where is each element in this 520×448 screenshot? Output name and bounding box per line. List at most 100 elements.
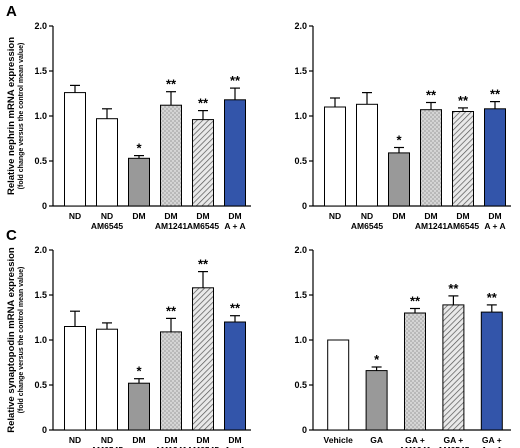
bar bbox=[64, 92, 86, 207]
bar bbox=[96, 118, 118, 207]
category-label: DM bbox=[132, 435, 145, 445]
panel-letter: C bbox=[6, 227, 17, 244]
significance-label: ** bbox=[166, 77, 177, 92]
bar bbox=[324, 106, 346, 207]
category-label: AM1241 bbox=[415, 221, 447, 231]
category-label: DM bbox=[228, 435, 241, 445]
y-tick-label: 2.0 bbox=[34, 21, 47, 31]
significance-label: ** bbox=[487, 290, 498, 305]
category-label: AM6545 bbox=[91, 221, 123, 231]
bar bbox=[96, 328, 118, 431]
category-label: ND bbox=[69, 211, 81, 221]
bar bbox=[420, 109, 442, 207]
category-label: DM bbox=[228, 211, 241, 221]
significance-label: ** bbox=[198, 257, 209, 272]
significance-label: ** bbox=[448, 281, 459, 296]
category-label: ND bbox=[101, 435, 113, 445]
bar bbox=[452, 111, 474, 207]
significance-label: * bbox=[396, 133, 402, 148]
bar bbox=[404, 312, 426, 431]
category-label: DM bbox=[456, 211, 469, 221]
bar bbox=[442, 304, 465, 431]
y-tick-label: 1.5 bbox=[294, 66, 307, 76]
bar bbox=[356, 103, 378, 207]
category-label: ND bbox=[361, 211, 373, 221]
y-tick-label: 1.0 bbox=[294, 111, 307, 121]
y-tick-label: 1.5 bbox=[294, 290, 307, 300]
significance-label: * bbox=[374, 352, 380, 367]
y-tick-label: 1.0 bbox=[294, 335, 307, 345]
category-label: DM bbox=[164, 211, 177, 221]
bar bbox=[388, 152, 410, 207]
category-label: A + A bbox=[224, 221, 245, 231]
bar bbox=[224, 321, 246, 431]
significance-label: ** bbox=[230, 73, 241, 88]
category-label: Vehicle bbox=[324, 435, 354, 445]
significance-label: * bbox=[136, 141, 142, 156]
y-tick-label: 2.0 bbox=[294, 245, 307, 255]
category-label: AM6545 bbox=[351, 221, 383, 231]
y-tick-label: 0.5 bbox=[34, 156, 47, 166]
panel-c: C Relative synaptopodin mRNA expression (f… bbox=[6, 227, 251, 448]
bar bbox=[192, 287, 214, 431]
significance-label: ** bbox=[490, 87, 501, 102]
category-label: AM6545 bbox=[187, 221, 219, 231]
significance-label: * bbox=[136, 364, 142, 379]
significance-label: ** bbox=[410, 294, 421, 309]
y-tick-label: 0 bbox=[42, 201, 47, 211]
panel-b: BRelative Podocin mRNA expression(fold c… bbox=[294, 21, 511, 231]
bar bbox=[128, 382, 150, 431]
category-label: GA bbox=[370, 435, 383, 445]
category-label: AM6545 bbox=[437, 445, 469, 448]
category-label: DM bbox=[488, 211, 501, 221]
y-tick-label: 0 bbox=[302, 425, 307, 435]
category-label: AM6545 bbox=[187, 445, 219, 448]
category-label: DM bbox=[424, 211, 437, 221]
y-axis-sublabel: (fold change versus the control mean val… bbox=[18, 267, 25, 414]
panel-a: A Relative nephrin mRNA expression (fold c… bbox=[6, 3, 251, 231]
y-tick-label: 2.0 bbox=[34, 245, 47, 255]
bar bbox=[365, 370, 388, 431]
category-label: ND bbox=[101, 211, 113, 221]
significance-label: ** bbox=[166, 303, 177, 318]
category-label: DM bbox=[196, 211, 209, 221]
category-label: ND bbox=[69, 435, 81, 445]
bar bbox=[224, 99, 246, 207]
bar bbox=[327, 339, 350, 431]
y-axis-sublabel: (fold change versus the control mean val… bbox=[18, 43, 25, 190]
y-tick-label: 2.0 bbox=[294, 21, 307, 31]
category-label: A + A bbox=[224, 445, 245, 448]
category-label: AM6545 bbox=[447, 221, 479, 231]
significance-label: ** bbox=[426, 88, 437, 103]
significance-label: ** bbox=[198, 96, 209, 111]
category-label: A + A bbox=[481, 445, 502, 448]
category-label: A + A bbox=[484, 221, 505, 231]
category-label: ND bbox=[329, 211, 341, 221]
panel-d: DRelative nephrin mRNA expression(fold c… bbox=[294, 245, 511, 448]
bar bbox=[64, 326, 86, 431]
bar bbox=[160, 104, 182, 207]
category-label: DM bbox=[392, 211, 405, 221]
category-label: DM bbox=[196, 435, 209, 445]
category-label: GA + bbox=[444, 435, 464, 445]
y-tick-label: 0 bbox=[302, 201, 307, 211]
y-tick-label: 1.5 bbox=[34, 66, 47, 76]
panel-letter: A bbox=[6, 3, 17, 20]
category-label: DM bbox=[164, 435, 177, 445]
category-label: AM1241 bbox=[399, 445, 431, 448]
y-axis-label: Relative nephrin mRNA expression bbox=[6, 37, 17, 195]
significance-label: ** bbox=[458, 93, 469, 108]
category-label: GA + bbox=[482, 435, 502, 445]
bar bbox=[192, 119, 214, 207]
y-tick-label: 1.0 bbox=[34, 111, 47, 121]
y-axis-label: Relative synaptopodin mRNA expression bbox=[6, 247, 17, 433]
category-label: GA + bbox=[405, 435, 425, 445]
y-tick-label: 0.5 bbox=[294, 156, 307, 166]
bar bbox=[484, 108, 506, 207]
y-tick-label: 0.5 bbox=[34, 380, 47, 390]
category-label: AM1241 bbox=[155, 221, 187, 231]
y-tick-label: 1.5 bbox=[34, 290, 47, 300]
significance-label: ** bbox=[230, 301, 241, 316]
